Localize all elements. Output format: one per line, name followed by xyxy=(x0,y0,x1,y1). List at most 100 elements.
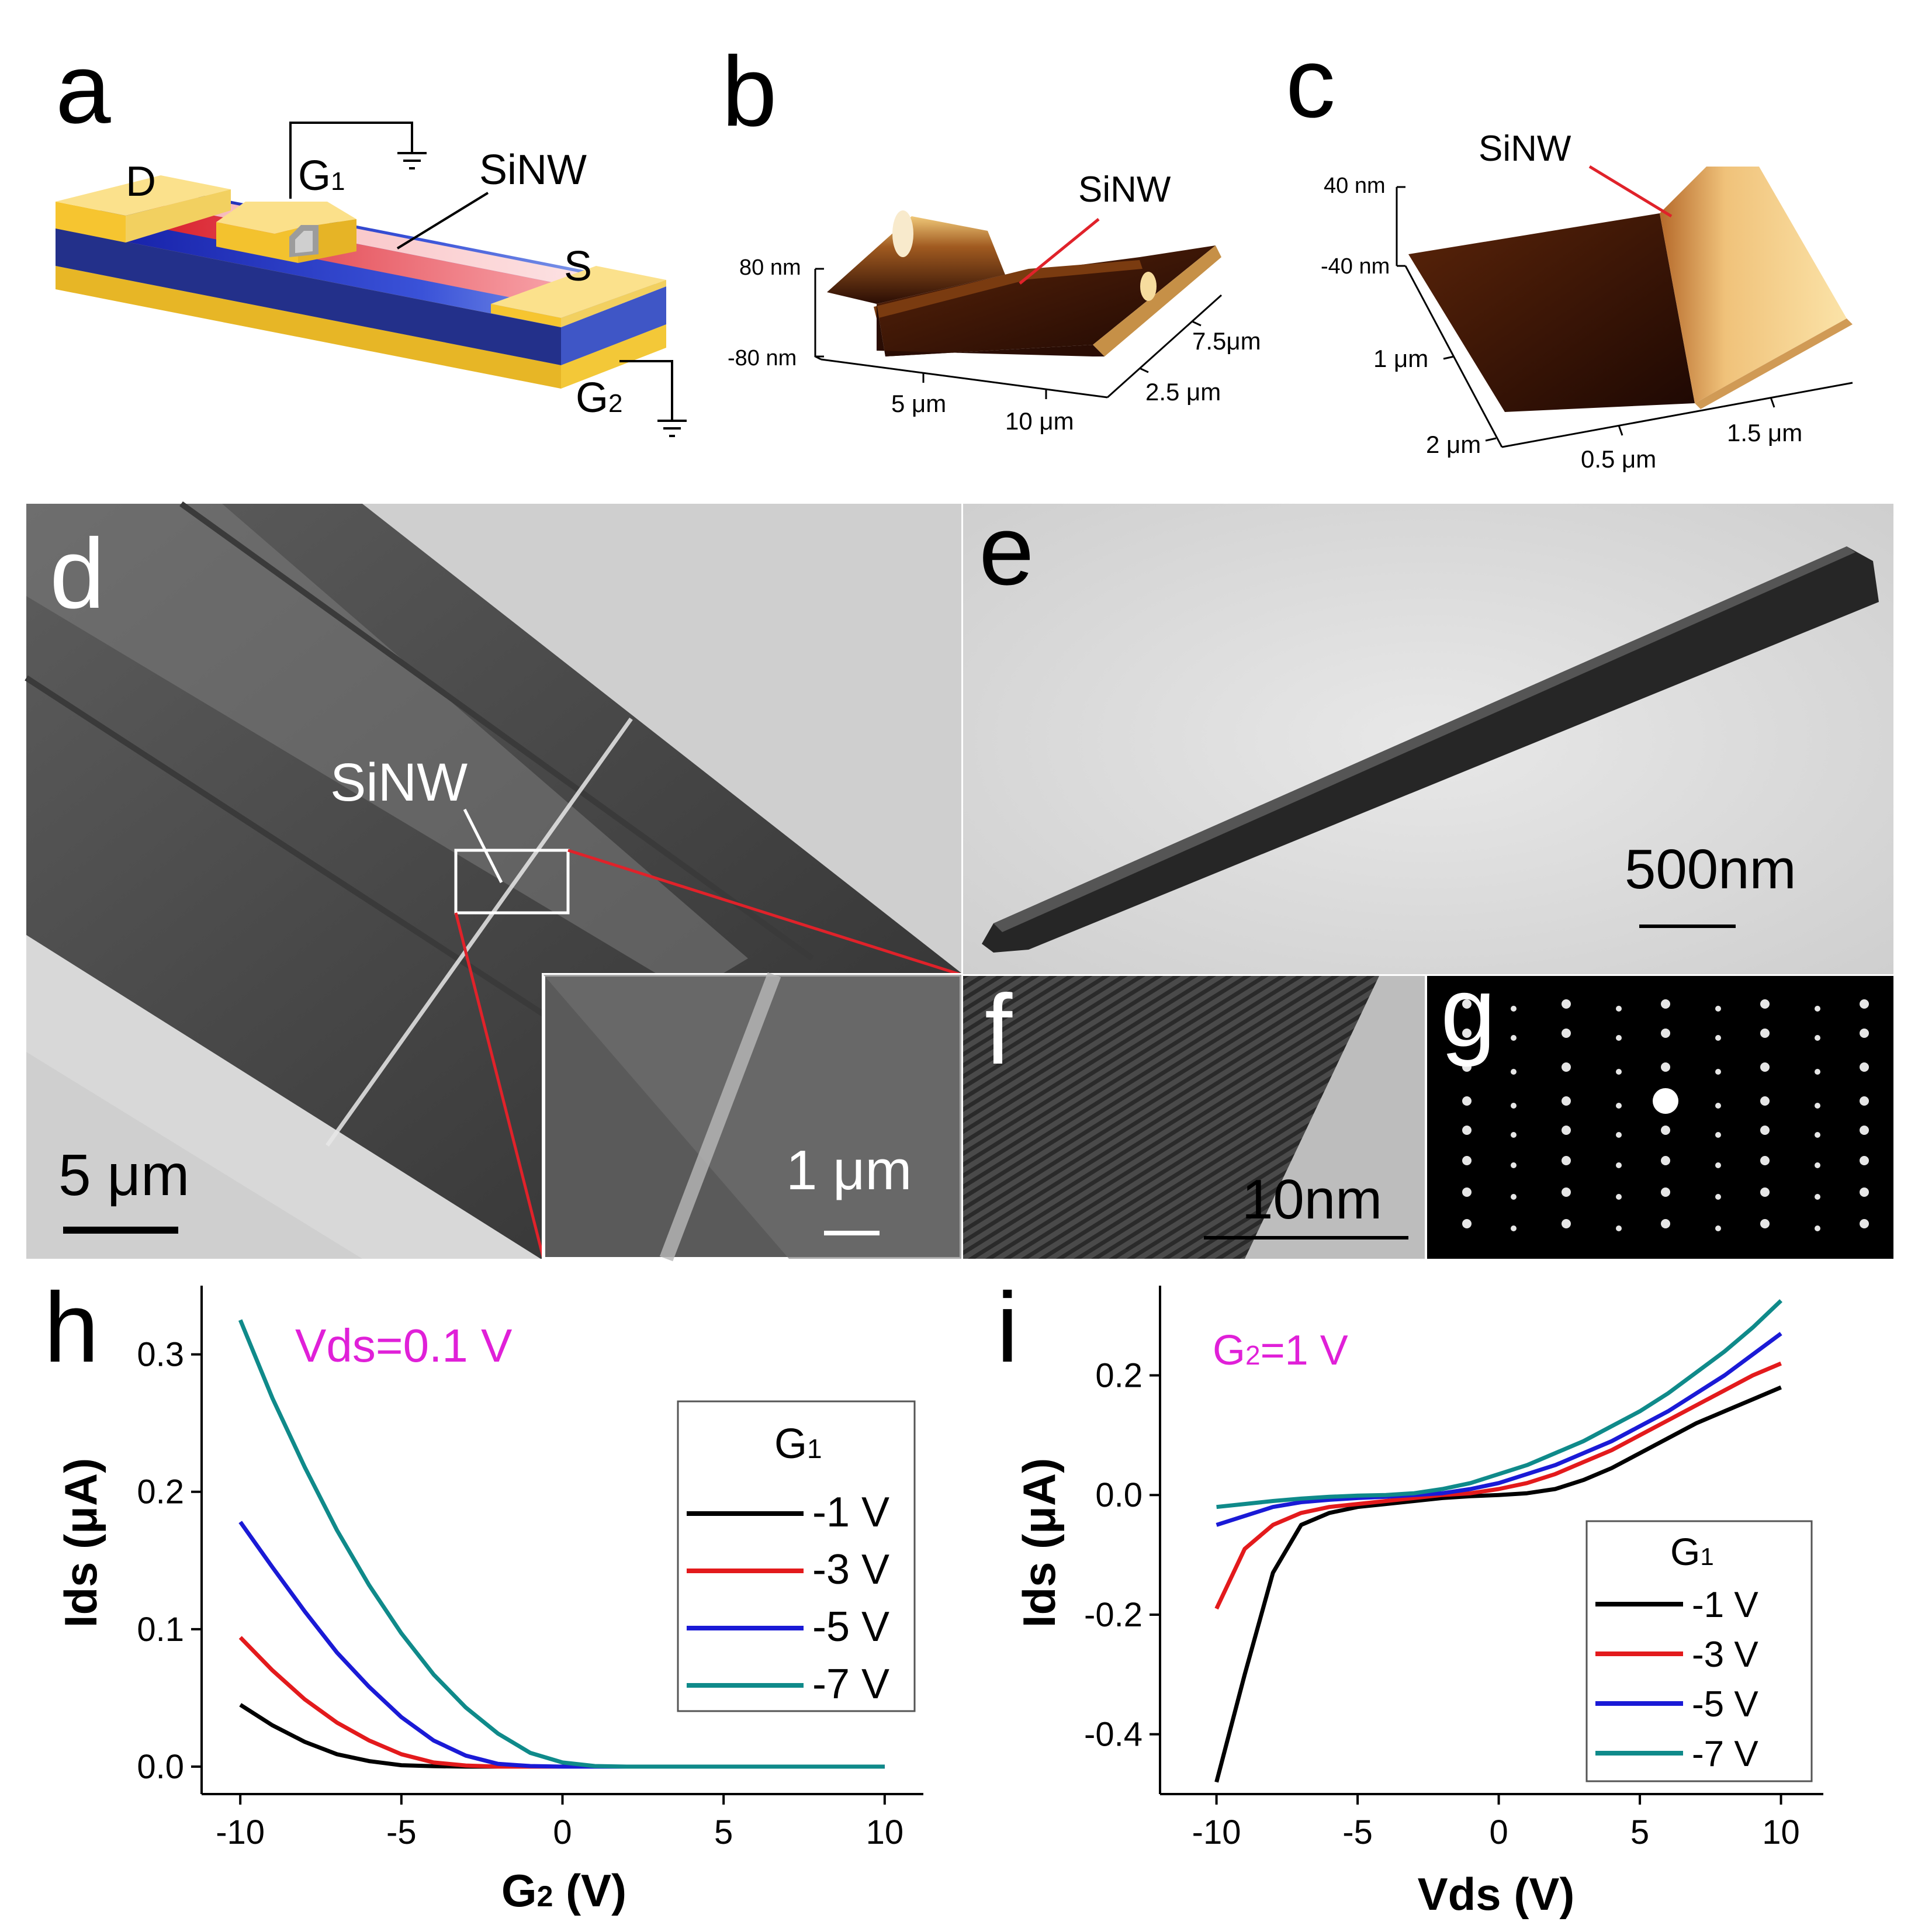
saed-spot xyxy=(1760,1096,1770,1106)
saed-spot xyxy=(1815,1162,1820,1168)
saed-spot xyxy=(1653,1088,1678,1114)
afm-b-y-axis xyxy=(1106,294,1223,399)
hrtem-scale-label: 10nm xyxy=(1242,1168,1382,1231)
saed-spot xyxy=(1760,1126,1770,1135)
panel-label-d: d xyxy=(50,518,105,629)
tem-nanowire xyxy=(982,546,1879,953)
saed-spot xyxy=(1860,1219,1869,1228)
gate1-dielectric-inner xyxy=(295,231,313,253)
sem-zoom-box xyxy=(454,849,570,915)
saed-spot xyxy=(1462,1126,1472,1135)
i-y-tick-label: 0.2 xyxy=(1095,1357,1143,1395)
afm-c-y-tick-label-2: 2 μm xyxy=(1426,431,1481,458)
afm-b-right-pad xyxy=(1093,245,1221,356)
h-legend-label-2: -3 V xyxy=(812,1546,889,1593)
saed-spot xyxy=(1815,1006,1820,1012)
saed-spot xyxy=(1715,1006,1721,1012)
gate1-electrode-top xyxy=(216,202,356,234)
i-series-line-4 xyxy=(1216,1299,1783,1509)
label-gate1: G1 xyxy=(298,153,345,199)
i-series-line-1 xyxy=(1214,1385,1782,1783)
gate1-electrode-front xyxy=(216,222,298,263)
saed-spot xyxy=(1715,1132,1721,1138)
sem-sinw-label: SiNW xyxy=(330,753,468,812)
saed-spot xyxy=(1715,1103,1721,1109)
saed-spot xyxy=(1661,1187,1670,1197)
afm-b-y-tick-1 xyxy=(1192,320,1202,327)
panel-c-afm-zoom: c SiNW 40 nm -40 nm 1 μm 2 μm 0.5 μm 1.5… xyxy=(1286,27,1853,473)
h-series-line-1 xyxy=(239,1703,885,1769)
panel-h-transfer-chart: h -10 -5 0 5 10 0.0 0.1 0.2 0.3 Vds=0.1 V Ids (μ… xyxy=(44,1272,923,1916)
h-x-tick-label: 0 xyxy=(553,1813,572,1851)
h-x-tick-label: 5 xyxy=(714,1813,733,1851)
i-x-tick-label: 0 xyxy=(1489,1813,1508,1851)
saed-spot xyxy=(1511,1069,1517,1075)
saed-spot xyxy=(1462,1187,1472,1197)
saed-spots xyxy=(1462,999,1869,1231)
afm-b-z-bottom-label: -80 nm xyxy=(728,346,797,371)
afm-c-ridge xyxy=(1660,167,1847,403)
hrtem-amorphous-edge xyxy=(1245,976,1425,1259)
i-legend-label-1: -1 V xyxy=(1692,1585,1758,1625)
saed-spot xyxy=(1562,1029,1571,1038)
saed-spot xyxy=(1815,1132,1820,1138)
substrate-bottom-front xyxy=(56,266,561,389)
saed-spot xyxy=(1715,1069,1721,1075)
i-x-tick-label: 5 xyxy=(1630,1813,1649,1851)
saed-spot xyxy=(1562,1219,1571,1228)
afm-b-wire xyxy=(874,260,1143,318)
gate2-wire xyxy=(619,360,673,421)
saed-spot xyxy=(1815,1103,1820,1109)
drain-electrode-side xyxy=(126,189,231,243)
afm-b-x-tick-label-2: 10 μm xyxy=(1005,407,1074,435)
h-x-tick-label: -5 xyxy=(386,1813,417,1851)
saed-spot xyxy=(1815,1194,1820,1200)
panel-e-tem-image: 500nm e xyxy=(963,495,1893,974)
i-y-tick-label: -0.2 xyxy=(1084,1596,1143,1634)
saed-spot xyxy=(1511,1225,1517,1231)
i-annotation: G2=1 V xyxy=(1213,1327,1348,1374)
afm-c-x-tick-1 xyxy=(1618,425,1623,436)
i-y-tick-label: 0.0 xyxy=(1095,1476,1143,1514)
saed-spot xyxy=(1760,1029,1770,1038)
sem-gap-line-1 xyxy=(25,675,621,1067)
saed-spot xyxy=(1462,1096,1472,1106)
afm-c-x-tick-2 xyxy=(1770,397,1775,408)
afm-b-floor xyxy=(877,245,1216,356)
saed-spot xyxy=(1616,1069,1622,1075)
label-drain: D xyxy=(126,158,156,205)
i-legend-title: G1 xyxy=(1670,1530,1714,1573)
panel-label-g: g xyxy=(1441,957,1496,1068)
i-ylabel: Ids (μA) xyxy=(1013,1458,1065,1628)
afm-c-sinw-leader xyxy=(1588,165,1673,218)
afm-b-y-tick-2 xyxy=(1139,367,1149,373)
i-x-tick-label: 10 xyxy=(1762,1813,1800,1851)
sem-inset-shade xyxy=(543,975,961,1259)
i-xlabel: Vds (V) xyxy=(1418,1868,1575,1920)
sem-nanowire-line xyxy=(326,717,633,1147)
panel-label-a: a xyxy=(56,33,111,144)
afm-c-sinw-label: SiNW xyxy=(1479,129,1571,169)
saed-spot xyxy=(1860,1156,1869,1165)
saed-spot xyxy=(1860,1029,1869,1038)
sem-left-electrode-edge xyxy=(26,935,541,1259)
label-gate2: G2 xyxy=(576,375,623,421)
afm-c-x-tick-label-1: 0.5 μm xyxy=(1581,445,1656,473)
saed-spot xyxy=(1815,1035,1820,1041)
substrate-bottom-side xyxy=(561,324,666,389)
tem-nanowire-edge xyxy=(993,546,1855,932)
sem-scale-label: 5 μm xyxy=(58,1142,189,1208)
h-legend-box xyxy=(677,1400,916,1712)
i-legend-label-3: -5 V xyxy=(1692,1684,1758,1725)
saed-spot xyxy=(1860,1096,1869,1106)
saed-spot xyxy=(1860,1126,1869,1135)
h-y-tick-label: 0.0 xyxy=(137,1748,184,1786)
saed-spot xyxy=(1815,1069,1820,1075)
afm-b-sinw-label: SiNW xyxy=(1078,169,1171,210)
afm-c-y-tick-1 xyxy=(1443,355,1455,360)
afm-c-x-tick-label-2: 1.5 μm xyxy=(1727,419,1802,446)
sem-inset-nanowire xyxy=(659,972,781,1262)
afm-c-floor xyxy=(1408,213,1695,412)
afm-b-y-tick-label-1: 7.5μm xyxy=(1192,327,1261,355)
panel-i-output-chart: i -10 -5 0 5 10 -0.4 -0.2 0.0 0.2 G2=1 V Ids (μA… xyxy=(996,1272,1823,1920)
